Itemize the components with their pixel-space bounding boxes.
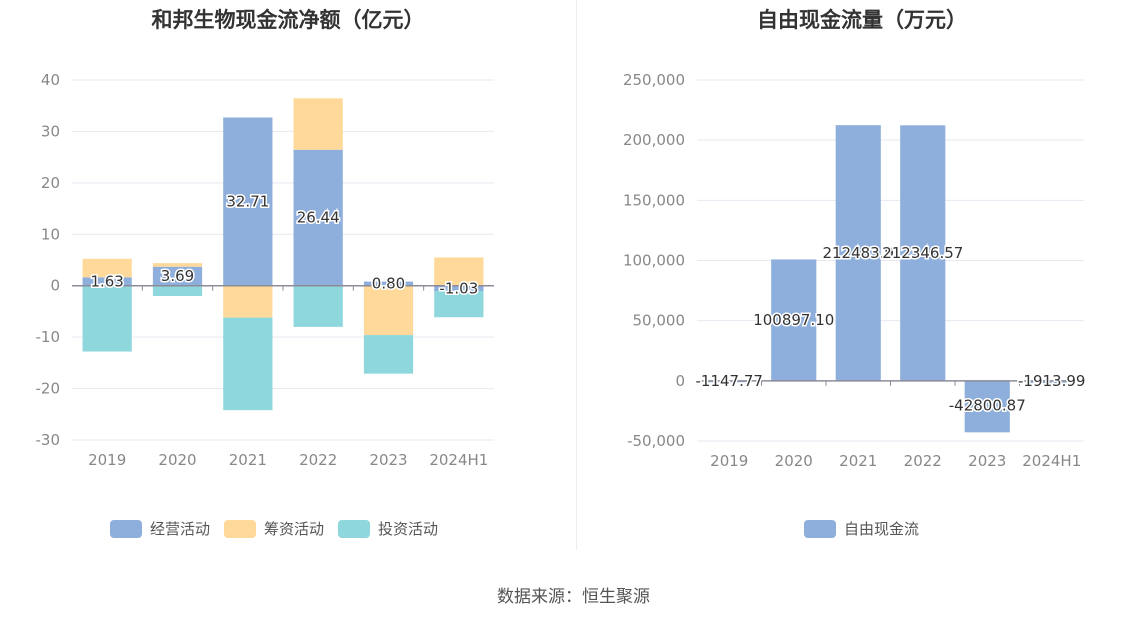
bar [82,285,132,352]
y-tick-label: -30 [36,431,61,449]
y-tick-label: 20 [41,174,60,192]
y-tick-label: -50,000 [627,432,685,450]
bar [434,291,484,318]
x-tick-label: 2024H1 [429,451,488,469]
y-tick-label: 30 [41,122,60,140]
data-label: -42800.87 [949,396,1026,414]
y-tick-label: 40 [41,71,60,89]
chart-title: 自由现金流量（万元） [757,8,967,32]
y-tick-label: 0 [50,277,60,295]
bar [293,285,343,327]
bar [223,317,273,411]
bar [1029,380,1075,384]
y-tick-label: 200,000 [623,131,685,149]
chart-title: 和邦生物现金流净额（亿元） [151,8,425,32]
x-tick-label: 2023 [968,452,1006,470]
data-label: 212346.57 [882,244,963,262]
data-label: -1147.77 [696,372,763,390]
data-label: 0.80 [372,275,405,293]
free-cashflow-chart-panel: 自由现金流量（万元） -50,000 0 50,000 100,000 150,000 2… [577,0,1147,560]
bar [363,335,414,374]
legend-label: 经营活动 [150,520,210,538]
bar [434,285,484,292]
bar [900,125,946,381]
y-tick-label: -10 [36,328,61,346]
legend-label: 投资活动 [378,520,438,538]
y-tick-label: 250,000 [623,71,685,89]
bar [223,285,273,318]
bar [363,281,414,286]
cashflow-chart: -30 -20 -10 0 10 20 30 40 2019 2020 2021 2022 2023 20… [36,71,494,538]
legend-swatch [338,520,370,538]
bar [964,380,1010,433]
x-tick-label: 2021 [229,451,267,469]
bar [293,98,343,150]
bar [223,117,273,286]
y-tick-label: -20 [36,380,61,398]
data-label: 3.69 [161,267,194,285]
y-tick-label: 0 [675,372,685,390]
data-label: 32.71 [226,193,269,211]
data-label: 1.63 [90,273,123,291]
legend-label: 筹资活动 [264,520,324,538]
data-label: 212483.9 [822,244,894,262]
x-tick-label: 2021 [839,452,877,470]
y-tick-label: 10 [41,225,60,243]
y-tick-label: 150,000 [623,191,685,209]
x-tick-label: 2023 [369,451,407,469]
x-tick-label: 2020 [775,452,813,470]
bar [835,125,881,381]
legend-label: 自由现金流 [844,520,919,538]
x-tick-label: 2019 [88,451,126,469]
bar [434,257,484,286]
x-tick-label: 2024H1 [1022,452,1081,470]
bar [363,285,414,336]
y-tick-label: 50,000 [633,312,686,330]
source-note: 数据来源：恒生聚源 [497,587,650,607]
free-cashflow-chart: -50,000 0 50,000 100,000 150,000 200,000 250,0… [623,71,1087,538]
y-tick-label: 100,000 [623,252,685,270]
legend-swatch [110,520,142,538]
legend-swatch [804,520,836,538]
x-tick-label: 2022 [904,452,942,470]
bar [152,263,203,267]
panel-divider [576,0,577,550]
data-label: 100897.10 [753,311,834,329]
bar [152,285,203,296]
bar [152,266,203,286]
bar [82,277,132,286]
bar [771,259,817,381]
bar [293,149,343,286]
cashflow-chart-panel: 和邦生物现金流净额（亿元） -30 -20 -10 0 10 20 30 40 2019 2020… [0,0,576,560]
bar [82,258,132,278]
data-label: -1.03 [439,279,478,297]
data-label: -1913.99 [1018,372,1085,390]
x-tick-label: 2019 [710,452,748,470]
x-tick-label: 2022 [299,451,337,469]
data-label: 26.44 [297,209,340,227]
legend-swatch [224,520,256,538]
x-tick-label: 2020 [158,451,196,469]
